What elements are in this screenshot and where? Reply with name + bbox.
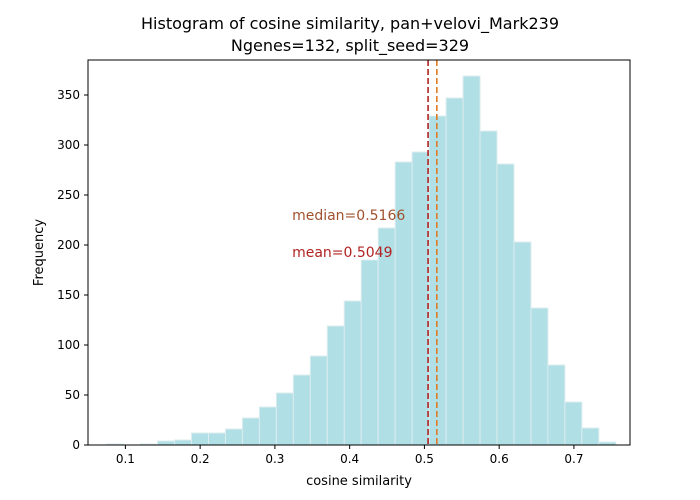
chart-title: Histogram of cosine similarity, pan+velo…: [141, 14, 559, 33]
x-axis-label: cosine similarity: [306, 474, 412, 489]
histogram-bar: [191, 432, 210, 446]
y-tick-label: 200: [57, 238, 80, 252]
histogram-bar: [496, 163, 515, 446]
histogram-bar: [530, 307, 549, 446]
histogram-bar: [343, 300, 362, 446]
histogram-bar: [224, 428, 243, 446]
histogram-bar: [411, 151, 430, 446]
histogram-bar: [258, 406, 277, 446]
histogram-bar: [241, 417, 260, 446]
y-tick-label: 50: [65, 388, 80, 402]
x-tick-label: 0.1: [116, 452, 135, 466]
reference-lines-layer: [427, 60, 438, 445]
x-tick-label: 0.5: [415, 452, 434, 466]
histogram-bar: [394, 161, 413, 446]
x-tick-label: 0.7: [564, 452, 583, 466]
y-tick-label: 250: [57, 188, 80, 202]
x-tick-label: 0.4: [340, 452, 359, 466]
y-tick-label: 0: [72, 438, 80, 452]
histogram-bar: [208, 432, 226, 446]
annotations-layer: median=0.5166 mean=0.5049: [292, 208, 405, 261]
y-axis-label: Frequency: [32, 219, 47, 286]
histogram-bar: [547, 364, 566, 446]
histogram-bar: [581, 427, 600, 446]
histogram-bar: [157, 440, 176, 446]
plot-frame: [87, 59, 631, 446]
histogram-bar: [309, 355, 328, 446]
x-tick-label: 0.3: [265, 452, 284, 466]
histogram-bar: [174, 439, 193, 446]
y-tick-label: 350: [57, 88, 80, 102]
histogram-bar: [479, 130, 498, 446]
y-axis-ticks: 0 50 100 150 200 250 300 350: [57, 88, 88, 452]
y-tick-label: 150: [57, 288, 80, 302]
chart-subtitle: Ngenes=132, split_seed=329: [230, 36, 470, 55]
histogram-bar: [564, 401, 583, 446]
y-tick-label: 300: [57, 138, 80, 152]
histogram-bar: [326, 325, 345, 446]
histogram-bar: [462, 75, 481, 446]
histogram-bar: [445, 97, 464, 446]
annotation-label: mean=0.5049: [292, 245, 392, 261]
y-tick-label: 100: [57, 338, 80, 352]
histogram-bar: [292, 374, 311, 446]
bars-layer: [106, 75, 617, 446]
histogram-bar: [513, 241, 532, 446]
histogram-bar: [275, 392, 294, 446]
x-axis-ticks: 0.1 0.2 0.3 0.4 0.5 0.6 0.7: [116, 445, 583, 466]
x-tick-label: 0.2: [191, 452, 210, 466]
x-tick-label: 0.6: [490, 452, 509, 466]
annotation-label: median=0.5166: [292, 208, 405, 224]
histogram-bar: [360, 259, 379, 446]
